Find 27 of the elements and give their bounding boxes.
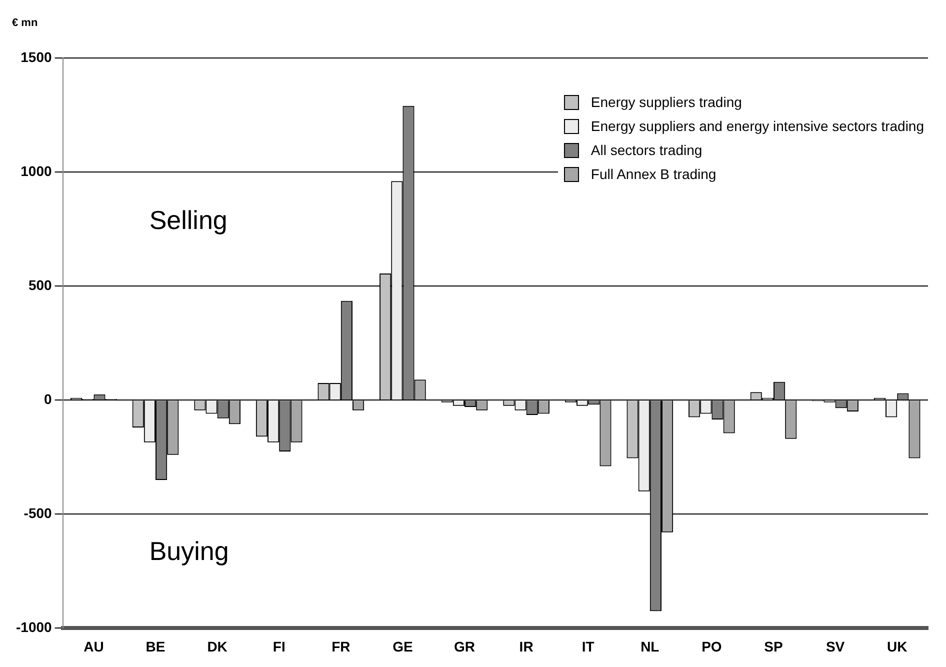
legend-label: All sectors trading — [590, 142, 702, 158]
y-tick-label: -1000 — [16, 619, 52, 636]
legend-label: Energy suppliers trading — [590, 94, 742, 110]
x-tick-label: NL — [640, 638, 660, 654]
y-tick-label: 500 — [28, 276, 52, 293]
x-tick-label: SP — [764, 638, 783, 654]
x-tick-label: AU — [84, 638, 104, 654]
y-tick-label: -500 — [24, 505, 52, 522]
y-axis-title: € mn — [12, 17, 38, 29]
x-tick-label: SV — [826, 638, 846, 654]
y-tick-label: 1000 — [20, 162, 52, 179]
x-tick-label: UK — [886, 638, 908, 654]
x-tick-label: DK — [207, 638, 228, 654]
x-tick-label: FR — [332, 638, 350, 654]
y-tick-label: 1500 — [20, 48, 52, 65]
legend-label: Full Annex B trading — [590, 166, 716, 182]
x-tick-label: BE — [146, 638, 166, 654]
x-tick-label: GE — [392, 638, 413, 654]
annotation: Selling — [149, 205, 228, 236]
x-tick-label: PO — [702, 638, 722, 654]
annotation: Buying — [149, 536, 229, 566]
y-tick-label: 0 — [44, 390, 52, 407]
x-tick-label: FI — [272, 638, 286, 654]
x-tick-label: GR — [454, 638, 476, 654]
legend-label: Energy suppliers and energy intensive sectors trading — [590, 118, 924, 134]
x-tick-label: IR — [519, 638, 534, 654]
x-tick-label: IT — [582, 638, 595, 654]
